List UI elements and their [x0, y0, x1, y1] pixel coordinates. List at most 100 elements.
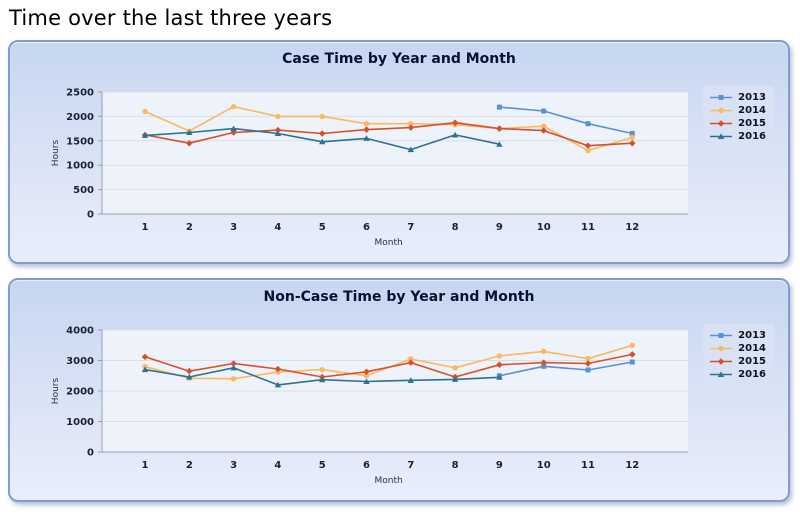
series-2016-point-marker: [141, 366, 149, 373]
series-2016-point-marker: [363, 378, 370, 385]
plot-area: [102, 92, 688, 214]
series-2014-point-marker: [452, 365, 458, 371]
legend-triangle-line-icon: [710, 133, 733, 139]
y-tick-label: 2000: [66, 112, 94, 123]
series-2016-point-marker: [141, 132, 149, 138]
series-2014-point-marker: [363, 121, 370, 127]
series-line-2013: [499, 361, 633, 377]
x-tick-label: 2: [186, 460, 193, 471]
series-2016-point-marker: [230, 364, 237, 371]
legend-marker-2014: [718, 345, 724, 352]
legend-label: 2014: [738, 343, 766, 354]
series-2014-point-marker: [496, 353, 503, 359]
series-2013-point-marker: [541, 363, 547, 369]
series-2016-point-marker: [230, 125, 237, 132]
x-tick-label: 11: [581, 222, 595, 233]
x-tick-label: 11: [581, 460, 595, 471]
series-2016-point-marker: [496, 374, 503, 380]
series-2014-point-marker: [585, 147, 591, 154]
y-tick-label: 2000: [66, 387, 94, 398]
series-2014-point-marker: [275, 113, 281, 120]
series-2014-point-marker: [541, 123, 547, 129]
x-tick-label: 5: [319, 460, 326, 471]
x-tick-label: 1: [142, 222, 149, 233]
y-axis-title: Hours: [51, 378, 61, 405]
legend-item-2015: 2015: [709, 117, 766, 130]
x-tick-label: 5: [319, 222, 326, 233]
x-tick-label: 3: [230, 222, 237, 233]
legend-square-line-icon: [710, 95, 733, 100]
x-tick-label: 9: [496, 460, 503, 471]
series-2014-point-marker: [629, 342, 635, 348]
series-2014-point-marker: [629, 134, 635, 141]
series-2014-point-marker: [363, 373, 370, 379]
series-2016-point-marker: [451, 376, 459, 382]
series-2014-point-marker: [319, 366, 325, 373]
series-2014-point-marker: [585, 355, 591, 362]
legend-circle-line-icon: [710, 107, 733, 114]
legend-item-2014: 2014: [709, 342, 766, 355]
non-case-time-legend: 2013 2014 2015 2016: [703, 324, 774, 386]
y-tick-label: 1000: [66, 417, 94, 428]
legend-label: 2013: [738, 330, 766, 341]
series-2015-point-marker: [363, 368, 370, 376]
series-2014-point-marker: [142, 108, 148, 115]
x-tick-label: 7: [407, 222, 414, 233]
x-tick-label: 7: [407, 460, 414, 471]
legend-diamond-line-icon: [710, 358, 733, 365]
series-2016-point-marker: [186, 373, 193, 380]
x-tick-label: 4: [274, 460, 281, 471]
series-2014-point-marker: [408, 121, 414, 127]
series-2014-point-marker: [541, 348, 547, 355]
non-case-time-chart-title: Non-Case Time by Year and Month: [263, 289, 535, 305]
legend-label: 2016: [738, 369, 766, 380]
legend-label: 2015: [738, 356, 766, 367]
legend-marker-2016: [717, 371, 725, 377]
legend-item-2016: 2016: [709, 130, 766, 143]
series-2014-point-marker: [230, 103, 237, 110]
x-tick-label: 8: [452, 460, 459, 471]
legend-item-2016: 2016: [709, 368, 766, 381]
series-2013-point-marker: [496, 104, 502, 110]
y-tick-label: 500: [73, 185, 94, 196]
legend-circle-line-icon: [710, 345, 733, 352]
legend-marker-2015: [717, 358, 725, 365]
x-tick-label: 9: [496, 222, 503, 233]
series-2016-point-marker: [451, 131, 459, 138]
x-tick-label: 10: [537, 460, 551, 471]
x-tick-label: 1: [142, 460, 149, 471]
series-2016-point-marker: [319, 138, 326, 145]
series-2016-point-marker: [407, 377, 414, 383]
x-tick-label: 12: [625, 222, 639, 233]
x-axis-title: Month: [375, 238, 403, 248]
y-tick-label: 1500: [66, 136, 94, 147]
series-2016-point-marker: [319, 376, 326, 383]
series-2013-point-marker: [585, 367, 591, 373]
y-tick-label: 0: [87, 448, 94, 459]
series-2016-point-marker: [407, 146, 414, 153]
series-2016-point-marker: [274, 130, 282, 136]
case-time-panel: Case Time by Year and Month 0 500 1000 1500…: [8, 40, 790, 264]
legend-square-line-icon: [710, 333, 733, 338]
y-axis-title: Hours: [51, 140, 61, 167]
series-2013-point-marker: [629, 130, 635, 136]
y-tick-label: 1000: [66, 161, 94, 172]
legend-marker-2013: [718, 333, 724, 338]
series-2014-point-marker: [408, 356, 414, 362]
series-2016-point-marker: [496, 141, 503, 147]
legend-item-2014: 2014: [709, 104, 766, 117]
x-tick-label: 4: [274, 222, 281, 233]
x-tick-label: 2: [186, 222, 193, 233]
series-line-2015: [144, 353, 633, 378]
series-2015-point-marker: [141, 353, 149, 361]
series-line-2013: [499, 106, 633, 135]
legend-marker-2014: [718, 107, 724, 114]
legend-item-2013: 2013: [709, 329, 766, 342]
case-time-chart-title: Case Time by Year and Month: [282, 51, 516, 67]
page-title: Time over the last three years: [9, 6, 333, 30]
x-axis-title: Month: [375, 476, 403, 486]
legend-triangle-line-icon: [710, 371, 733, 377]
legend-marker-2016: [717, 133, 725, 139]
